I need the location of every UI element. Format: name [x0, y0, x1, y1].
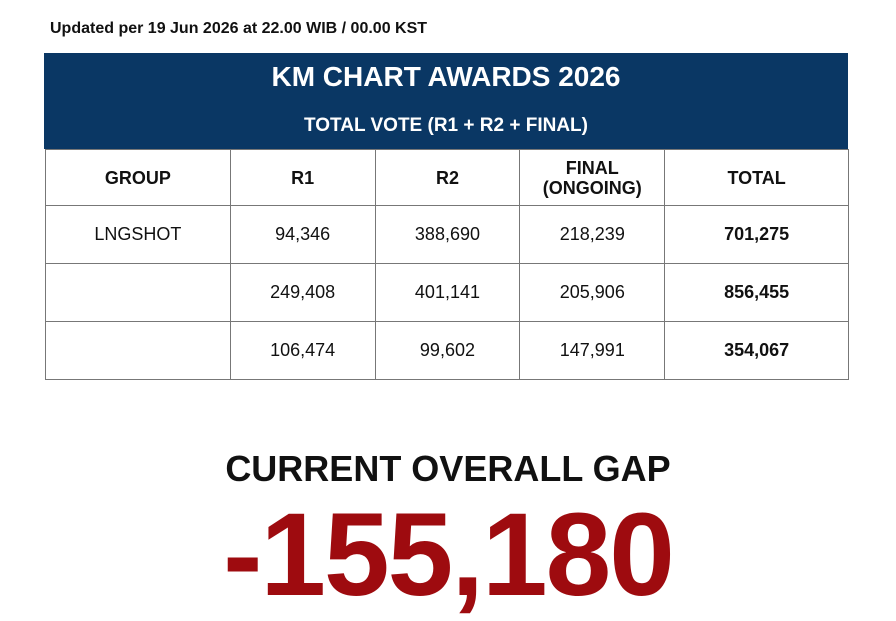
- r2-cell: 401,141: [374, 263, 521, 322]
- column-header-text: R1: [291, 167, 315, 188]
- column-header-text: FINAL (ONGOING): [542, 157, 642, 198]
- gap-label: CURRENT OVERALL GAP: [225, 448, 671, 489]
- column-header: R1: [229, 149, 376, 206]
- final-cell: 205,906: [519, 263, 666, 322]
- column-header: R2: [374, 149, 521, 206]
- final-cell: 218,239: [519, 205, 666, 264]
- updated-note: Updated per 19 Jun 2026 at 22.00 WIB / 0…: [50, 20, 428, 37]
- total-cell: 354,067: [664, 321, 849, 380]
- table-body: LNGSHOT 94,346 388,690 218,239 701,275 249,40…: [45, 205, 849, 380]
- r1-cell: 106,474: [229, 321, 376, 380]
- column-header: GROUP: [45, 149, 231, 206]
- final-cell: 147,991: [519, 321, 666, 380]
- column-header-text: GROUP: [104, 167, 171, 188]
- column-header-text: TOTAL: [727, 167, 786, 188]
- r1-cell: 249,408: [229, 263, 376, 322]
- column-header: FINAL (ONGOING): [519, 149, 666, 206]
- table-row: 249,408 401,141 205,906 856,455: [45, 263, 849, 322]
- total-cell: 701,275: [664, 205, 849, 264]
- r2-cell: 388,690: [374, 205, 521, 264]
- subtitle: TOTAL VOTE (R1 + R2 + FINAL): [304, 115, 588, 136]
- banner: KM CHART AWARDS 2026 TOTAL VOTE (R1 + R2…: [44, 53, 848, 149]
- column-header-text: R2: [435, 167, 459, 188]
- gap-value: -155,180: [223, 489, 675, 621]
- table-row: 106,474 99,602 147,991 354,067: [45, 321, 849, 380]
- header-row: GROUP R1 R2 FINAL (ONGOING) TOTAL: [45, 149, 849, 206]
- r1-cell: 94,346: [229, 205, 376, 264]
- column-header: TOTAL: [664, 149, 849, 206]
- table-row: LNGSHOT 94,346 388,690 218,239 701,275: [45, 205, 849, 264]
- group-cell: LNGSHOT: [45, 205, 231, 264]
- group-cell: [45, 321, 231, 380]
- title: KM CHART AWARDS 2026: [271, 61, 621, 92]
- vote-table: GROUP R1 R2 FINAL (ONGOING) TOTAL LNGSHOT 94,…: [45, 149, 849, 380]
- total-cell: 856,455: [664, 263, 849, 322]
- r2-cell: 99,602: [374, 321, 521, 380]
- group-cell: [45, 263, 231, 322]
